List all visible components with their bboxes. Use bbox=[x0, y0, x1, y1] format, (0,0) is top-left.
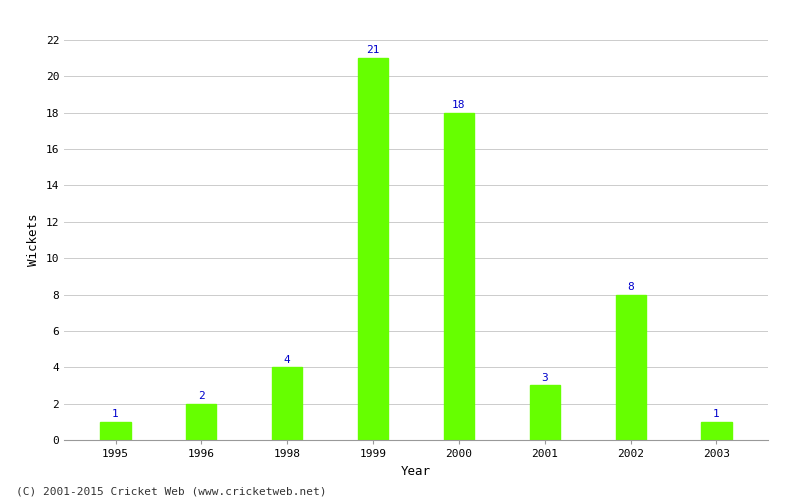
Text: 4: 4 bbox=[284, 354, 290, 364]
Bar bbox=[358, 58, 388, 440]
Bar bbox=[186, 404, 216, 440]
Text: 8: 8 bbox=[627, 282, 634, 292]
Bar bbox=[530, 386, 560, 440]
Bar bbox=[444, 112, 474, 440]
Y-axis label: Wickets: Wickets bbox=[27, 214, 40, 266]
Bar bbox=[101, 422, 130, 440]
Bar bbox=[616, 294, 646, 440]
Bar bbox=[272, 368, 302, 440]
Text: 1: 1 bbox=[713, 409, 720, 419]
Text: 18: 18 bbox=[452, 100, 466, 110]
Text: 2: 2 bbox=[198, 391, 205, 401]
Text: (C) 2001-2015 Cricket Web (www.cricketweb.net): (C) 2001-2015 Cricket Web (www.cricketwe… bbox=[16, 487, 326, 497]
X-axis label: Year: Year bbox=[401, 464, 431, 477]
Text: 21: 21 bbox=[366, 46, 380, 56]
Bar bbox=[702, 422, 731, 440]
Text: 1: 1 bbox=[112, 409, 119, 419]
Text: 3: 3 bbox=[542, 372, 548, 382]
